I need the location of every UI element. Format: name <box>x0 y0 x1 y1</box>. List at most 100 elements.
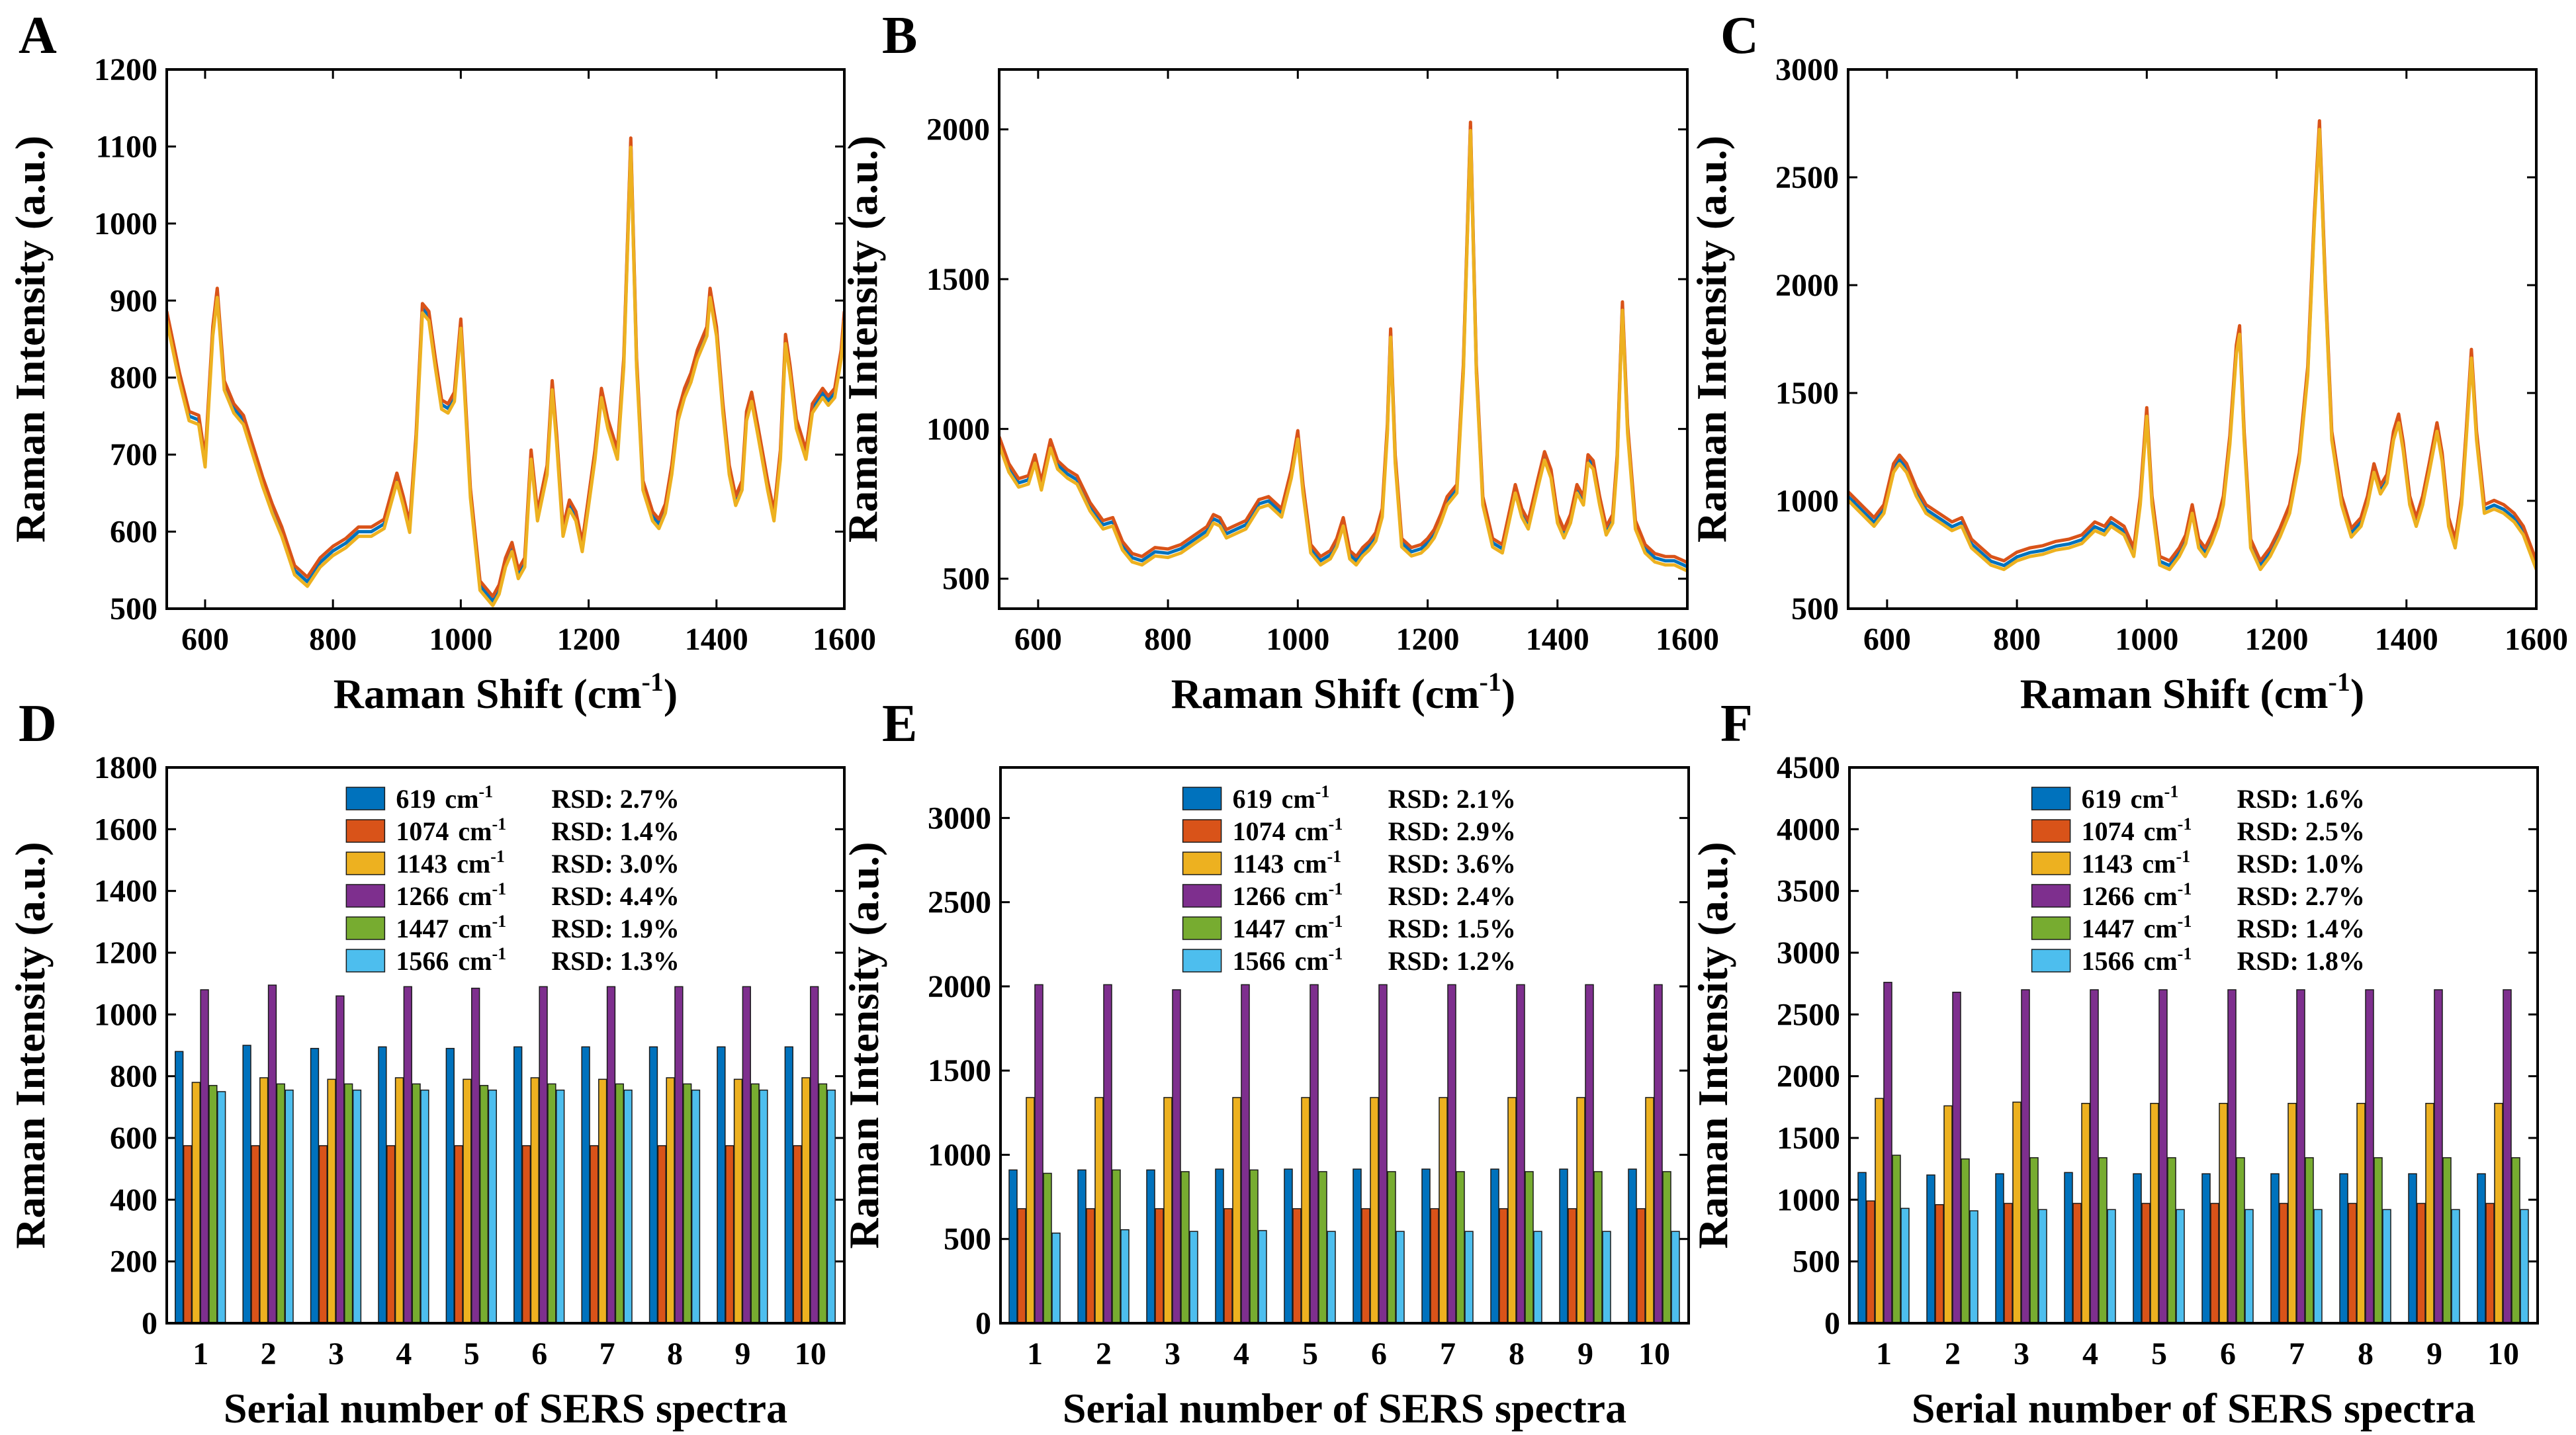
bar-1074-10 <box>2485 1203 2495 1324</box>
legend-label: 1266 cm-1 <box>1233 879 1343 911</box>
legend: 619 cm-1 RSD: 2.7%1074 cm-1 RSD: 1.4%1143 cm-… <box>345 782 680 976</box>
panel-letter: F <box>1720 695 1753 753</box>
y-tick-label: 2000 <box>926 112 990 148</box>
bar-619-6 <box>1353 1168 1362 1324</box>
y-tick-label: 2500 <box>928 885 991 920</box>
legend-peak: 619 <box>1233 784 1272 814</box>
bar-1074-4 <box>2072 1203 2082 1324</box>
bar-1074-7 <box>590 1145 599 1324</box>
x-tick-label: 4 <box>1233 1336 1249 1371</box>
x-tick-label: 9 <box>734 1336 750 1371</box>
x-axis-title-main: Raman Shift (cm <box>2020 670 2329 717</box>
bar-1143-10 <box>1645 1097 1654 1324</box>
bar-1266-6 <box>539 986 548 1324</box>
legend-unit: cm <box>1282 784 1315 814</box>
legend-rsd: RSD: 1.4% <box>2237 914 2365 943</box>
x-tick-label: 8 <box>667 1336 683 1371</box>
bar-1143-4 <box>394 1077 404 1324</box>
legend-peak: 1447 <box>1233 914 1286 943</box>
legend-label: 1074 cm-1 <box>1233 814 1343 846</box>
spectrum-line-2 <box>1848 119 2536 563</box>
panel-letter: D <box>19 695 57 753</box>
bar-1447-8 <box>1525 1171 1534 1324</box>
legend-label: 1447 cm-1 <box>396 912 506 943</box>
bar-1143-7 <box>598 1078 607 1324</box>
legend-rsd: RSD: 1.2% <box>1388 946 1516 976</box>
bar-1566-10 <box>2520 1209 2529 1324</box>
y-tick-label: 700 <box>110 437 157 472</box>
bar-1447-5 <box>1318 1171 1327 1324</box>
legend-swatch-1566 <box>1182 949 1222 973</box>
legend-rsd: RSD: 1.8% <box>2237 946 2365 976</box>
bar-1447-4 <box>1249 1169 1259 1324</box>
legend-sup: -1 <box>2178 912 2192 931</box>
bar-1074-1 <box>183 1145 193 1324</box>
legend-peak: 1143 <box>1233 849 1284 879</box>
bar-619-7 <box>1421 1168 1431 1324</box>
panel-letter: A <box>19 7 57 65</box>
bar-1566-7 <box>2313 1209 2323 1324</box>
bar-619-2 <box>242 1045 251 1324</box>
bar-1566-8 <box>1533 1231 1542 1324</box>
legend-sup: -1 <box>1327 847 1341 866</box>
x-tick-label: 1000 <box>429 622 492 657</box>
bar-1447-7 <box>2305 1157 2314 1324</box>
bar-1074-9 <box>1568 1208 1577 1324</box>
y-axis-title: Raman Intensity (a.u.) <box>7 842 54 1248</box>
bar-1143-7 <box>1439 1097 1448 1324</box>
x-axis-title-main: Raman Shift (cm <box>333 670 642 717</box>
bar-1143-3 <box>327 1078 336 1324</box>
legend-swatch-1074 <box>2031 819 2071 843</box>
bar-1266-6 <box>1378 984 1388 1324</box>
bar-1143-6 <box>2219 1102 2228 1324</box>
bar-1566-3 <box>1189 1231 1198 1324</box>
y-tick-label: 1000 <box>94 997 157 1032</box>
bar-1566-8 <box>2382 1209 2391 1324</box>
legend-label: 1074 cm-1 <box>2082 814 2192 846</box>
x-tick-label: 5 <box>1302 1336 1318 1371</box>
bar-1074-7 <box>1430 1208 1439 1324</box>
bar-1447-4 <box>2098 1157 2108 1324</box>
bar-1143-1 <box>1026 1097 1035 1324</box>
bar-619-4 <box>2064 1172 2073 1324</box>
bar-1566-2 <box>1969 1210 1978 1324</box>
bar-1566-6 <box>2244 1209 2254 1324</box>
bar-1266-2 <box>267 984 277 1324</box>
legend-peak: 1447 <box>396 914 449 943</box>
bar-1074-5 <box>2141 1203 2151 1324</box>
x-tick-label: 1 <box>1876 1336 1892 1371</box>
bar-1074-10 <box>793 1145 802 1324</box>
bar-1266-10 <box>1654 984 1663 1324</box>
panel-letter: C <box>1720 7 1759 65</box>
legend-sup: -1 <box>490 847 505 866</box>
bar-1266-4 <box>403 986 412 1324</box>
bar-1447-8 <box>2374 1157 2383 1324</box>
bar-619-4 <box>378 1046 387 1324</box>
y-tick-label: 1500 <box>926 262 990 297</box>
legend-sup: -1 <box>2178 814 2192 834</box>
legend-unit: cm <box>1295 881 1329 911</box>
legend-sup: -1 <box>1329 814 1343 834</box>
legend-label: 1566 cm-1 <box>2082 944 2192 976</box>
bar-1266-8 <box>674 986 684 1324</box>
y-tick-label: 800 <box>110 1059 157 1094</box>
y-tick-label: 1000 <box>926 412 990 447</box>
legend-swatch-1266 <box>345 884 386 908</box>
legend-rsd: RSD: 2.4% <box>1388 881 1516 911</box>
bar-1074-1 <box>1866 1200 1875 1324</box>
bar-1447-10 <box>2511 1157 2520 1324</box>
spectrum-line-1 <box>167 141 844 603</box>
bar-1074-1 <box>1017 1208 1026 1324</box>
bar-1074-2 <box>1935 1204 1944 1324</box>
spectrum-line-3 <box>999 128 1687 573</box>
legend-sup: -1 <box>1329 912 1343 931</box>
bar-1266-5 <box>471 987 480 1324</box>
bar-1447-6 <box>1387 1171 1396 1324</box>
legend-label: 619 cm-1 <box>2082 782 2179 814</box>
bar-1566-6 <box>556 1089 565 1324</box>
legend-sup: -1 <box>492 912 506 931</box>
x-tick-label: 2 <box>1096 1336 1112 1371</box>
y-tick-label: 500 <box>944 1222 991 1257</box>
x-tick-label: 9 <box>1577 1336 1593 1371</box>
bar-1143-2 <box>1943 1105 1953 1324</box>
